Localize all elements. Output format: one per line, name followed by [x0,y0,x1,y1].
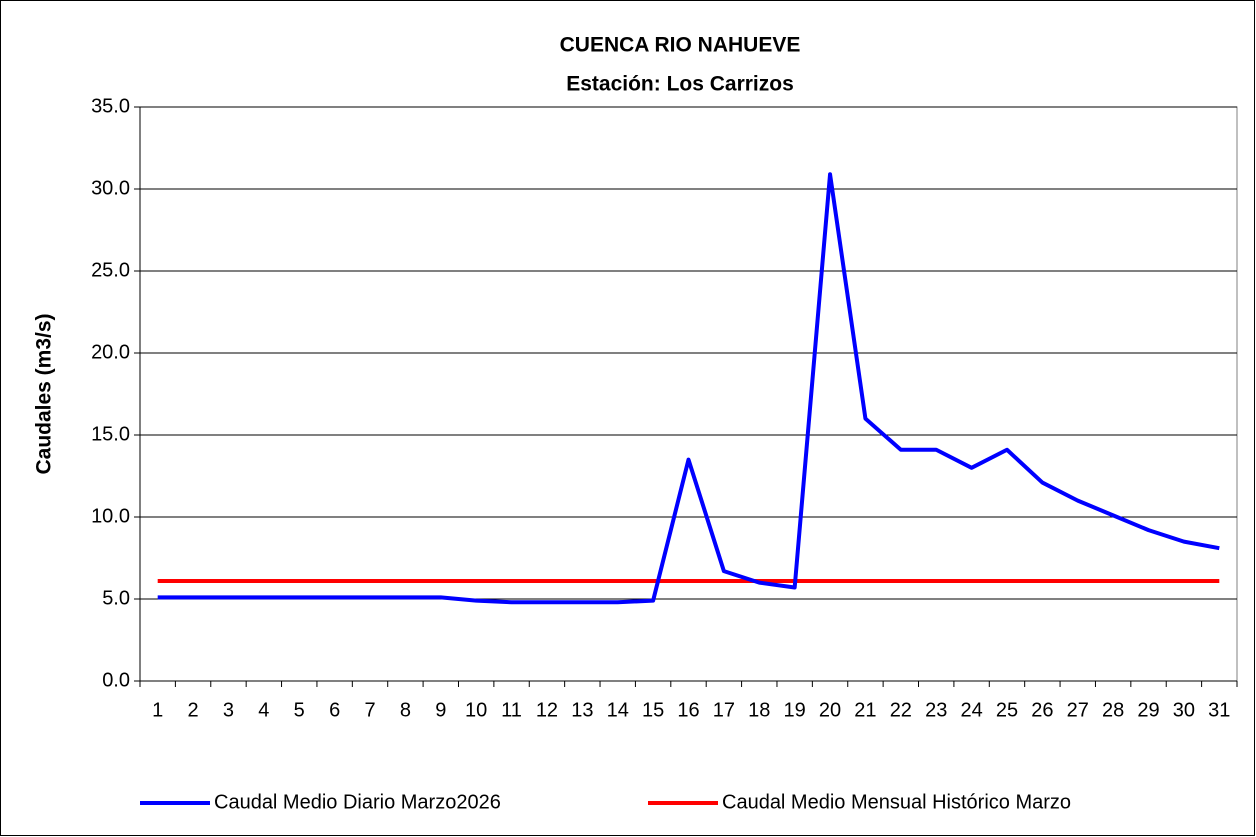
x-tick-label: 2 [188,699,199,721]
x-tick-label: 18 [748,699,770,721]
x-tick-label: 12 [536,699,558,721]
x-tick-label: 6 [329,699,340,721]
y-tick-label: 10.0 [91,505,130,527]
x-tick-label: 11 [501,699,522,721]
x-tick-label: 26 [1031,699,1053,721]
y-tick-label: 25.0 [91,259,130,281]
plot-area [139,106,1238,682]
x-tick-label: 4 [258,699,269,721]
x-tick-label: 8 [400,699,411,721]
x-tick-label: 24 [960,699,982,721]
chart-subtitle: Estación: Los Carrizos [566,73,794,96]
x-tick-label: 3 [223,699,234,721]
chart-title: CUENCA RIO NAHUEVE [560,34,801,57]
y-tick-label: 5.0 [102,587,130,609]
y-tick-label: 35.0 [91,95,130,117]
x-tick-label: 29 [1137,699,1159,721]
legend-label: Caudal Medio Diario Marzo2026 [214,791,501,813]
x-tick-label: 20 [819,699,841,721]
x-tick-label: 14 [607,699,629,721]
series-line [157,172,1220,605]
x-tick-label: 21 [854,699,876,721]
x-tick-label: 7 [364,699,375,721]
x-tick-label: 28 [1102,699,1124,721]
x-tick-label: 15 [642,699,664,721]
x-tick-label: 31 [1208,699,1230,721]
x-tick-label: 17 [713,699,735,721]
x-tick-label: 27 [1067,699,1089,721]
x-tick-label: 30 [1173,699,1195,721]
legend-label: Caudal Medio Mensual Histórico Marzo [722,791,1071,813]
y-tick-label: 20.0 [91,341,130,363]
y-axis-label: Caudales (m3/s) [33,313,56,474]
x-tick-label: 9 [435,699,446,721]
x-tick-label: 10 [465,699,487,721]
x-tick-label: 22 [890,699,912,721]
x-tick-label: 1 [152,699,163,721]
x-tick-label: 13 [571,699,593,721]
x-tick-label: 23 [925,699,947,721]
x-tick-label: 25 [996,699,1018,721]
y-tick-label: 0.0 [102,669,130,691]
y-tick-label: 15.0 [91,423,130,445]
y-tick-label: 30.0 [91,177,130,199]
x-tick-label: 5 [294,699,305,721]
x-tick-label: 16 [677,699,699,721]
x-tick-label: 19 [784,699,806,721]
